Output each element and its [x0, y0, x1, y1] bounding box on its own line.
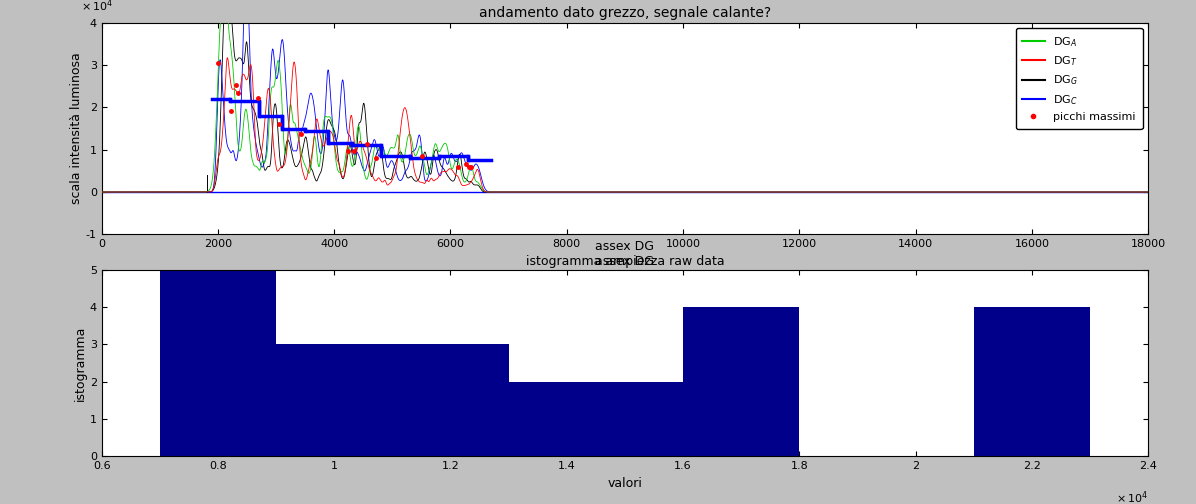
Bar: [160, 270, 276, 456]
Bar: [276, 344, 392, 456]
Bar: [392, 344, 508, 456]
Text: $\times\,10^4$: $\times\,10^4$: [81, 0, 112, 14]
Y-axis label: scala intensità luminosa: scala intensità luminosa: [71, 52, 83, 205]
X-axis label: valori: valori: [608, 477, 642, 489]
Bar: [683, 307, 799, 456]
X-axis label: assex DG: assex DG: [596, 255, 654, 268]
Title: assex DG
istogramma ampiezza raw data: assex DG istogramma ampiezza raw data: [525, 240, 725, 269]
Text: $\times\,10^4$: $\times\,10^4$: [1116, 490, 1148, 504]
Legend: DG$_A$, DG$_T$, DG$_G$, DG$_C$, picchi massimi: DG$_A$, DG$_T$, DG$_G$, DG$_C$, picchi m…: [1015, 28, 1142, 129]
Title: andamento dato grezzo, segnale calante?: andamento dato grezzo, segnale calante?: [478, 6, 771, 20]
Bar: [508, 382, 624, 456]
Y-axis label: istogramma: istogramma: [74, 325, 87, 401]
Bar: [974, 307, 1090, 456]
Bar: [624, 382, 683, 456]
